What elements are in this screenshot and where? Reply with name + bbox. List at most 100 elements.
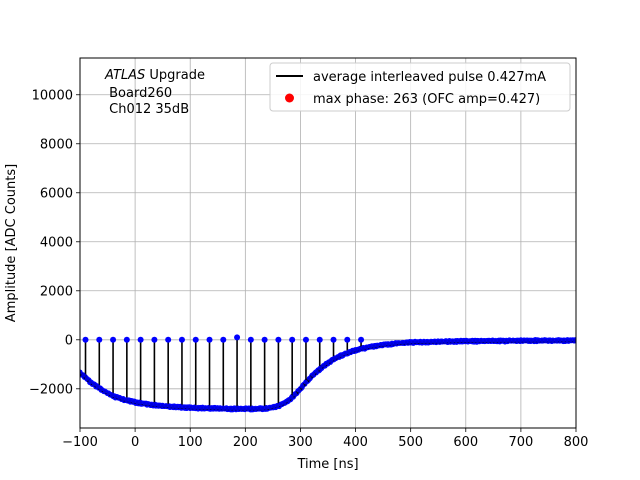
overlay-marker (421, 339, 427, 344)
overlay-marker (335, 354, 341, 359)
stem-top-marker (330, 336, 337, 343)
overlay-marker (288, 394, 294, 400)
overlay-marker (453, 338, 459, 344)
overlay-marker (328, 358, 334, 363)
overlay-marker (425, 338, 430, 344)
overlay-marker (80, 369, 83, 375)
x-tick-label: 200 (233, 435, 258, 450)
overlay-marker (292, 391, 298, 397)
overlay-marker (378, 342, 384, 347)
overlay-marker (188, 404, 194, 410)
overlay-marker (503, 337, 509, 343)
x-tick-label: 400 (343, 435, 368, 450)
overlay-marker (471, 338, 477, 343)
stem-top-marker (261, 336, 268, 343)
overlay-marker (149, 401, 155, 407)
overlay-marker (371, 343, 377, 349)
overlay-marker (145, 401, 151, 406)
stem-top-marker (82, 336, 89, 343)
overlay-marker (414, 339, 420, 344)
overlay-marker (134, 399, 140, 405)
x-tick-label: −100 (62, 435, 98, 450)
overlay-marker (95, 384, 101, 389)
y-tick-label: 2000 (40, 284, 73, 299)
y-tick-label: 6000 (40, 186, 73, 201)
overlay-marker (99, 386, 104, 392)
overlay-marker (142, 400, 147, 406)
stem-top-marker (289, 336, 296, 343)
overlay-marker (450, 338, 455, 344)
overlay-marker (256, 405, 262, 411)
overlay-marker (231, 405, 237, 411)
overlay-marker (357, 346, 362, 352)
overlay-marker (199, 405, 205, 410)
stem-top-marker (358, 336, 365, 343)
stem-top-marker (275, 336, 282, 343)
overlay-marker (324, 360, 330, 366)
overlay-marker (156, 402, 162, 408)
overlay-marker (224, 405, 230, 411)
overlay-marker (500, 337, 506, 343)
stem-top-marker (151, 336, 158, 343)
overlay-marker (296, 387, 301, 393)
axis-ticks: −100 0 100 200 300 400 500 600 700 800 −2000 0 2000 4… (29, 88, 588, 450)
overlay-marker (299, 383, 305, 389)
x-tick-label: 800 (564, 435, 589, 450)
y-tick-label: 4000 (40, 235, 73, 250)
overlay-marker (568, 337, 574, 343)
overlay-marker (213, 405, 219, 411)
overlay-marker (124, 397, 129, 403)
overlay-marker (174, 403, 180, 409)
y-axis-label: Amplitude [ADC Counts] (4, 164, 19, 322)
y-tick-label: 10000 (32, 88, 73, 103)
overlay-marker (206, 405, 212, 410)
overlay-marker (392, 340, 398, 346)
overlay-marker (389, 340, 395, 346)
overlay-marker (546, 337, 552, 343)
overlay-marker (242, 405, 248, 411)
stem-top-marker (178, 336, 185, 343)
stem-top-marker (302, 336, 309, 343)
overlay-marker (285, 397, 291, 403)
overlay-marker (396, 340, 402, 345)
stem-top-marker (206, 336, 213, 343)
overlay-marker (475, 338, 481, 343)
overlay-marker (518, 337, 524, 343)
x-tick-label: 0 (131, 435, 139, 450)
stem-top-marker (137, 336, 144, 343)
overlay-marker (521, 337, 527, 343)
overlay-marker (131, 398, 137, 404)
x-tick-label: 500 (398, 435, 423, 450)
x-tick-label: 300 (288, 435, 313, 450)
overlay-marker (267, 404, 273, 410)
overlay-marker (260, 405, 266, 411)
annotation-upgrade: Upgrade (145, 68, 205, 83)
annotation-line-3: Ch012 35dB (105, 102, 189, 117)
x-axis-label: Time [ns] (296, 457, 358, 472)
overlay-marker (382, 341, 387, 347)
overlay-marker (367, 343, 373, 349)
overlay-marker (310, 372, 316, 377)
overlay-marker (464, 338, 470, 343)
overlay-marker (102, 388, 108, 394)
overlay-marker (417, 339, 423, 344)
overlay-marker (432, 338, 438, 344)
legend-dot-symbol (285, 93, 294, 103)
overlay-marker (554, 337, 559, 343)
plot-frame (79, 57, 577, 429)
overlay-marker (353, 347, 359, 352)
x-tick-label: 600 (453, 435, 478, 450)
overlay-marker (532, 337, 538, 343)
stem-top-marker (316, 336, 323, 343)
overlay-marker (245, 405, 251, 411)
annotation-line-1: ATLAS Upgrade (104, 68, 205, 83)
overlay-marker (195, 404, 201, 410)
overlay-marker (303, 379, 309, 385)
overlay-marker (263, 405, 269, 411)
overlay-marker (446, 338, 452, 344)
overlay-marker (106, 390, 112, 396)
overlay-marker (485, 337, 491, 343)
overlay-marker (202, 405, 208, 410)
overlay-marker (428, 338, 434, 344)
